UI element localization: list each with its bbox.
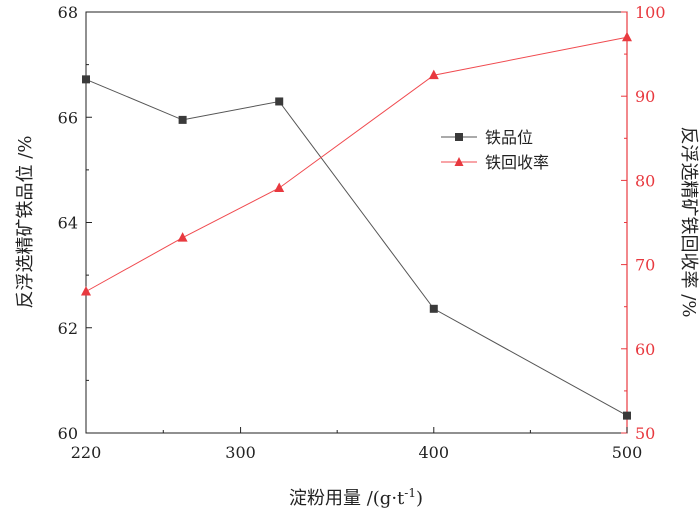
- left-tick-label: 68: [58, 3, 78, 22]
- x-tick-label: 220: [71, 443, 102, 462]
- left-tick-label: 66: [58, 108, 78, 127]
- series-point-triangle: [622, 31, 632, 42]
- x-tick-label: 300: [225, 443, 256, 462]
- x-tick-label: 400: [419, 443, 450, 462]
- series-point-triangle: [81, 286, 91, 296]
- series-layer: [81, 31, 632, 420]
- series-point-square: [178, 115, 187, 124]
- legend-label-grade: 铁品位: [485, 128, 533, 147]
- right-tick-label: 90: [635, 87, 655, 106]
- series-point-triangle: [274, 182, 285, 192]
- x-axis-title: 淀粉用量 /(g·t-1): [289, 486, 423, 509]
- x-axis-title-main: 淀粉用量 /(g·t: [289, 488, 405, 509]
- right-tick-label: 80: [635, 171, 655, 190]
- series-point-square: [82, 75, 90, 84]
- series-point-triangle: [177, 232, 188, 242]
- plot-frame: [85, 11, 628, 434]
- series-point-square: [275, 97, 284, 106]
- left-axis-ticks: 60 62 64 66 68: [58, 3, 92, 443]
- series-point-square: [429, 304, 438, 313]
- legend-label-recovery: 铁回收率: [485, 153, 549, 172]
- x-tick-label: 500: [612, 443, 643, 462]
- right-tick-label: 100: [635, 3, 666, 22]
- left-tick-label: 64: [58, 214, 78, 233]
- right-axis-ticks: 50 60 70 80 90 100: [621, 3, 666, 443]
- right-tick-label: 50: [635, 424, 655, 443]
- x-axis-title-suffix: ): [416, 488, 423, 509]
- right-tick-label: 70: [635, 256, 655, 275]
- right-axis-title: 反浮选精矿铁回收率 /%: [678, 127, 699, 318]
- series-line-0: [85, 78, 628, 417]
- right-tick-label: 60: [635, 340, 655, 359]
- left-axis-title: 反浮选精矿铁品位 /%: [15, 136, 36, 309]
- left-tick-label: 60: [58, 424, 78, 443]
- x-axis-ticks: 220 300 400 500: [71, 427, 643, 462]
- series-point-square: [623, 411, 631, 420]
- legend: 铁品位 铁回收率: [441, 128, 549, 172]
- legend-marker-square: [455, 133, 463, 141]
- x-axis-title-superscript: -1: [404, 486, 416, 500]
- series-point-triangle: [428, 69, 439, 80]
- left-tick-label: 62: [58, 319, 78, 338]
- legend-marker-triangle: [454, 157, 464, 166]
